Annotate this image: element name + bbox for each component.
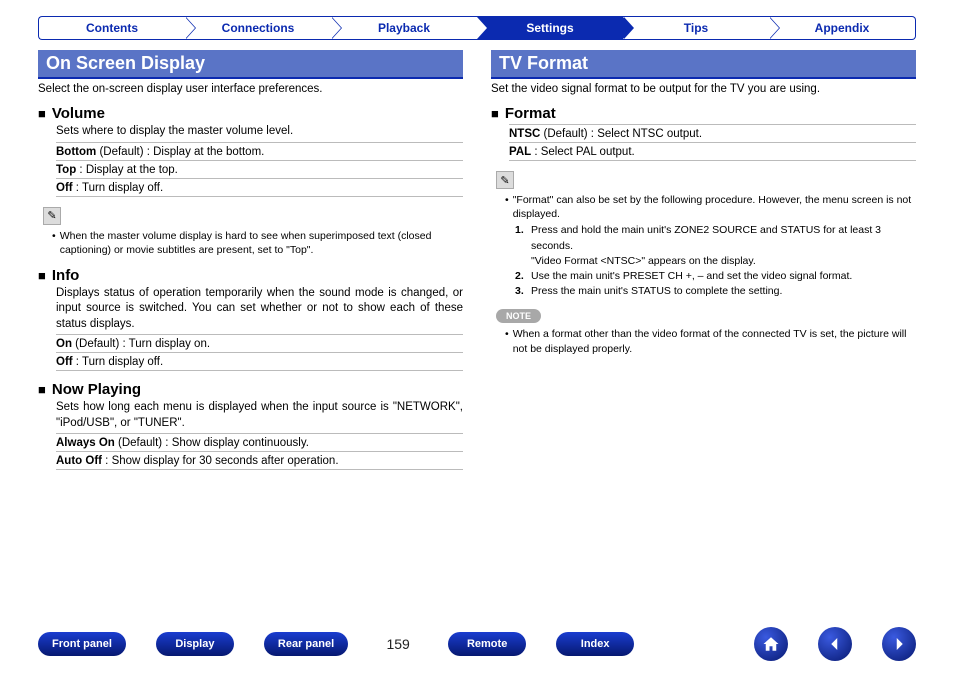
tab-contents[interactable]: Contents <box>38 16 185 40</box>
content-columns: On Screen Display Select the on-screen d… <box>0 40 954 470</box>
osd-intro: Select the on-screen display user interf… <box>38 83 463 95</box>
tvformat-intro: Set the video signal format to be output… <box>491 83 916 95</box>
option-label: Off <box>56 356 73 368</box>
subsection-desc: Sets how long each menu is displayed whe… <box>56 400 463 431</box>
option-row: On (Default) : Turn display on. <box>56 334 463 353</box>
option-label: Top <box>56 164 76 176</box>
tip-icon: ✎ <box>43 207 61 225</box>
subsection-format: Format <box>491 105 916 122</box>
remote-button[interactable]: Remote <box>448 632 526 656</box>
option-row: Auto Off : Show display for 30 seconds a… <box>56 452 463 470</box>
note-text: When a format other than the video forma… <box>505 327 916 355</box>
option-row: Off : Turn display off. <box>56 179 463 197</box>
tab-connections[interactable]: Connections <box>185 16 331 40</box>
next-page-button[interactable] <box>882 627 916 661</box>
right-column: TV Format Set the video signal format to… <box>491 50 916 470</box>
index-button[interactable]: Index <box>556 632 634 656</box>
prev-page-button[interactable] <box>818 627 852 661</box>
tip-list: "Format" can also be set by the followin… <box>505 193 916 221</box>
on-screen-display-title: On Screen Display <box>38 50 463 79</box>
note-badge: NOTE <box>496 309 541 323</box>
option-label: Always On <box>56 437 115 449</box>
option-label: Auto Off <box>56 455 102 467</box>
top-tabs: ContentsConnectionsPlaybackSettingsTipsA… <box>0 0 954 40</box>
option-label: NTSC <box>509 128 540 140</box>
tab-playback[interactable]: Playback <box>331 16 477 40</box>
tip-icon: ✎ <box>496 171 514 189</box>
subsection-now-playing: Now Playing <box>38 381 463 398</box>
option-row: Always On (Default) : Show display conti… <box>56 433 463 452</box>
subsection-volume: Volume <box>38 105 463 122</box>
tab-tips[interactable]: Tips <box>623 16 769 40</box>
tv-format-title: TV Format <box>491 50 916 79</box>
step-list: 1.Press and hold the main unit's ZONE2 S… <box>515 223 916 299</box>
front-panel-button[interactable]: Front panel <box>38 632 126 656</box>
option-row: Top : Display at the top. <box>56 161 463 179</box>
subsection-info: Info <box>38 267 463 284</box>
option-row: PAL : Select PAL output. <box>509 143 916 161</box>
option-label: On <box>56 338 72 350</box>
tip-text: When the master volume display is hard t… <box>52 229 463 257</box>
page-number: 159 <box>378 636 418 652</box>
subsection-desc: Displays status of operation temporarily… <box>56 286 463 333</box>
option-label: PAL <box>509 146 531 158</box>
display-button[interactable]: Display <box>156 632 234 656</box>
tab-appendix[interactable]: Appendix <box>769 16 916 40</box>
rear-panel-button[interactable]: Rear panel <box>264 632 348 656</box>
option-label: Bottom <box>56 146 96 158</box>
tab-settings[interactable]: Settings <box>477 16 623 40</box>
option-row: Off : Turn display off. <box>56 353 463 371</box>
option-row: NTSC (Default) : Select NTSC output. <box>509 124 916 143</box>
option-row: Bottom (Default) : Display at the bottom… <box>56 142 463 161</box>
bottom-toolbar: Front panel Display Rear panel 159 Remote I… <box>0 627 954 661</box>
subsection-desc: Sets where to display the master volume … <box>56 124 463 140</box>
left-column: On Screen Display Select the on-screen d… <box>38 50 463 470</box>
home-button[interactable] <box>754 627 788 661</box>
option-label: Off <box>56 182 73 194</box>
